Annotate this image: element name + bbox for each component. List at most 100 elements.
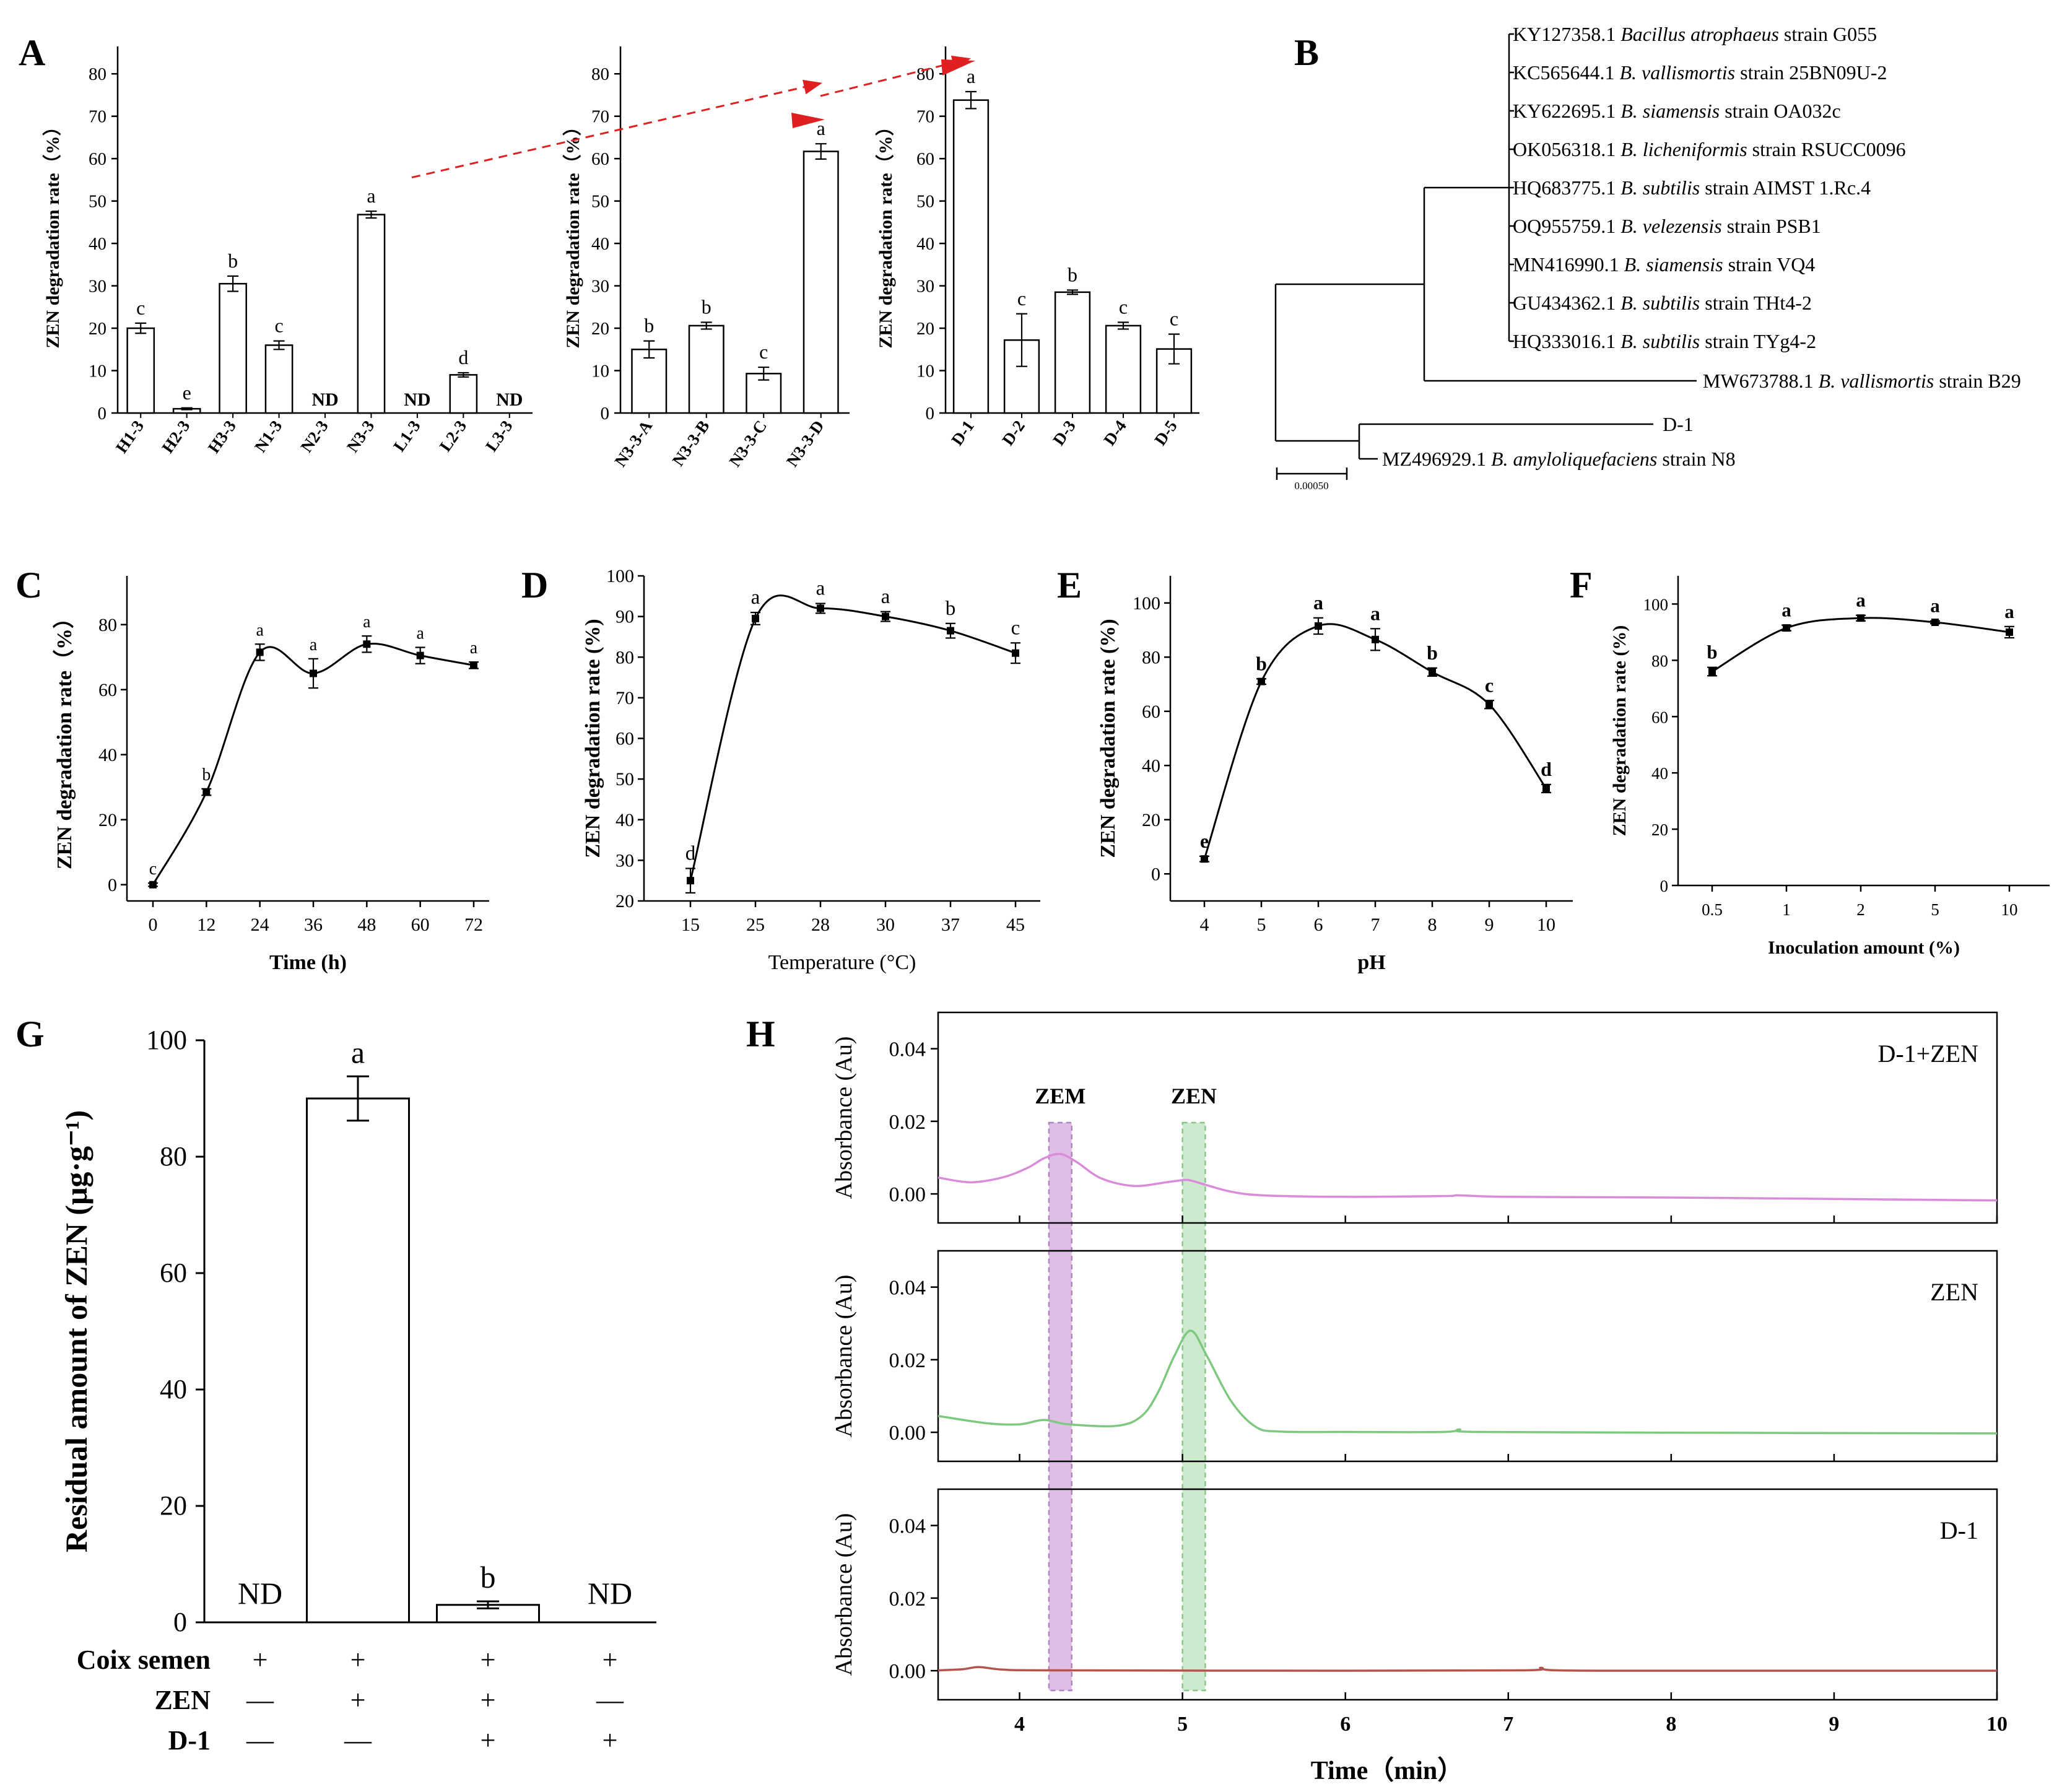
y-axis-label: ZEN degradation rate (%) — [1097, 619, 1120, 858]
series-label: D-1 — [1940, 1516, 1978, 1544]
taxon-label: MZ496929.1 B. amyloliquefaciens strain N… — [1382, 448, 1736, 470]
bar — [952, 99, 990, 414]
x-tick-label: 72 — [464, 915, 483, 935]
y-tick-label: 0.04 — [889, 1277, 926, 1300]
y-tick-label: 70 — [591, 107, 609, 127]
y-tick-label: 80 — [98, 615, 117, 635]
y-tick-label: 90 — [616, 607, 634, 627]
y-tick-label: 0.02 — [889, 1349, 926, 1372]
y-tick-label: 0.04 — [889, 1038, 926, 1061]
data-point — [1783, 624, 1790, 632]
x-tick-label: N3-3-B — [669, 417, 713, 469]
x-tick-label: 45 — [1006, 915, 1025, 935]
plot-frame — [937, 1011, 1998, 1224]
x-tick-label: 6 — [1340, 1713, 1351, 1736]
panel-label-F: F — [1570, 565, 1593, 606]
taxon-accession: KY127358.1 — [1513, 23, 1616, 45]
taxon-strain: strain N8 — [1657, 448, 1735, 470]
taxon-strain: strain OA032c — [1720, 100, 1841, 122]
y-tick-label: 20 — [616, 891, 634, 911]
x-axis-label: Inoculation amount (%) — [1768, 937, 1960, 958]
data-point — [416, 651, 424, 659]
x-tick-label: 30 — [876, 915, 895, 935]
arrow-head — [791, 113, 825, 128]
factor-sign: + — [603, 1725, 618, 1755]
taxon-strain: strain PSB1 — [1722, 215, 1821, 237]
taxon-species: B. subtilis — [1616, 176, 1700, 199]
x-tick-label: N3-3-A — [611, 417, 656, 470]
x-tick-label: 2 — [1856, 900, 1865, 919]
y-tick-label: 100 — [146, 1025, 187, 1055]
y-tick-label: 30 — [616, 850, 634, 871]
x-tick-label: 28 — [811, 915, 830, 935]
significance-letter: a — [967, 65, 975, 87]
significance-letter: c — [1485, 674, 1494, 696]
taxon-accession: HQ333016.1 — [1513, 330, 1616, 352]
factor-sign: + — [481, 1685, 496, 1715]
significance-letter: b — [202, 765, 211, 785]
series-label: ZEN — [1930, 1278, 1978, 1306]
taxon-accession: KY622695.1 — [1513, 100, 1616, 122]
bar — [688, 324, 724, 414]
taxon-label: HQ683775.1 B. subtilis strain AIMST 1.Rc… — [1513, 176, 1871, 199]
x-tick-label: 37 — [941, 915, 960, 935]
data-point — [470, 661, 477, 669]
x-tick-label: 5 — [1931, 900, 1939, 919]
peak-label: ZEN — [1171, 1084, 1217, 1108]
significance-letter: c — [149, 859, 157, 879]
y-tick-label: 80 — [89, 64, 107, 84]
y-tick-label: 0.00 — [889, 1660, 926, 1683]
significance-letter: a — [363, 612, 371, 632]
series-label: D-1+ZEN — [1877, 1040, 1978, 1068]
taxon-label: KY127358.1 Bacillus atrophaeus strain G0… — [1513, 23, 1877, 45]
arrow-head — [941, 59, 975, 76]
y-axis-label: ZEN degradation rate (%) — [581, 619, 604, 858]
x-tick-label: 8 — [1428, 915, 1437, 935]
taxon-species: B. amyloliquefaciens — [1486, 448, 1657, 470]
data-point — [256, 648, 264, 656]
panel-label-A: A — [19, 32, 45, 73]
data-point — [1542, 785, 1550, 793]
significance-letter: a — [2004, 601, 2014, 622]
y-tick-label: 100 — [1643, 595, 1669, 614]
scale-bar-label: 0.00050 — [1294, 480, 1328, 492]
y-tick-label: 80 — [160, 1141, 187, 1172]
y-tick-label: 60 — [1651, 708, 1668, 726]
panel-label-E: E — [1057, 565, 1082, 606]
y-tick-label: 40 — [1651, 764, 1668, 783]
x-tick-label: 15 — [681, 915, 700, 935]
taxon-strain: strain AIMST 1.Rc.4 — [1700, 176, 1871, 199]
significance-letter: a — [881, 586, 890, 608]
x-tick-label: 60 — [411, 915, 430, 935]
taxon-species: B. licheniformis — [1616, 138, 1747, 160]
significance-letter: c — [1017, 287, 1026, 310]
panel-label-C: C — [15, 565, 42, 606]
y-tick-label: 40 — [591, 234, 609, 254]
plot-frame — [937, 1250, 1998, 1463]
y-axis-label: ZEN degradation rate（%） — [42, 117, 63, 348]
x-tick-label: 36 — [304, 915, 323, 935]
significance-letter: b — [946, 598, 956, 620]
y-tick-label: 0.00 — [889, 1422, 926, 1445]
factor-sign: + — [481, 1725, 496, 1755]
series-line — [689, 594, 1016, 881]
taxon-label: OQ955759.1 B. velezensis strain PSB1 — [1513, 215, 1821, 237]
taxon-label: GU434362.1 B. subtilis strain THt4-2 — [1513, 292, 1812, 314]
data-point — [1708, 668, 1716, 676]
y-tick-label: 70 — [616, 688, 634, 708]
y-tick-label: 40 — [89, 234, 107, 254]
taxon-species: B. vallismortis — [1614, 61, 1735, 84]
significance-letter: a — [751, 586, 760, 609]
taxon-species: B. siamensis — [1619, 253, 1723, 276]
y-tick-label: 80 — [1651, 651, 1668, 670]
significance-letter: b — [702, 295, 711, 318]
data-point — [817, 604, 824, 612]
data-point — [310, 669, 317, 677]
x-tick-label: 4 — [1014, 1713, 1025, 1736]
y-tick-label: 50 — [89, 192, 107, 212]
bar — [126, 327, 155, 414]
y-tick-label: 20 — [591, 319, 609, 339]
significance-letter: d — [685, 843, 696, 865]
y-tick-label: 20 — [160, 1490, 187, 1521]
x-tick-label: H1-3 — [112, 417, 147, 456]
